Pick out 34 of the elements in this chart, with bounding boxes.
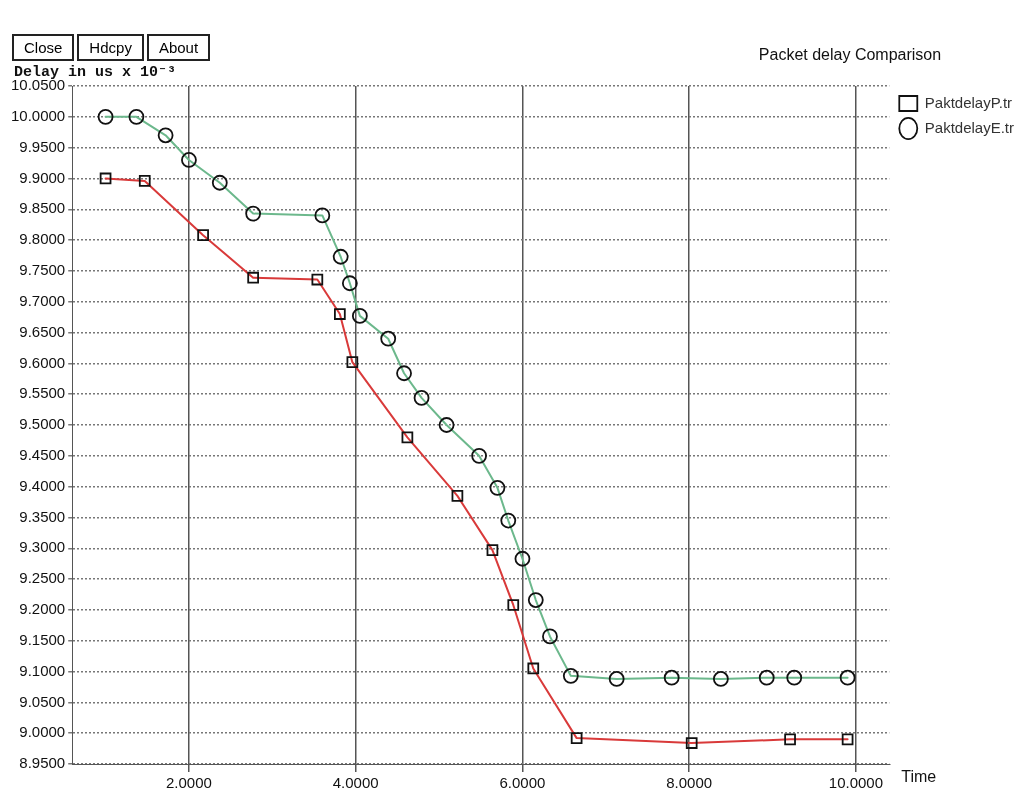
y-tick-label: 9.2500 xyxy=(19,569,66,587)
chart-title: Packet delay Comparison xyxy=(758,46,942,63)
y-tick-label: 9.9000 xyxy=(19,168,66,186)
y-tick-label: 9.6000 xyxy=(19,353,66,371)
y-tick-label: 9.6500 xyxy=(19,322,66,340)
y-tick-label: 9.7500 xyxy=(19,261,66,279)
y-tick-label: 9.3500 xyxy=(19,507,66,525)
y-tick-label: 9.1500 xyxy=(19,630,66,648)
x-tick-label: 2.0000 xyxy=(166,774,212,792)
y-tick-label: 9.5000 xyxy=(19,415,66,433)
y-tick-label: 8.9500 xyxy=(19,754,66,772)
y-tick-label: 10.0000 xyxy=(10,106,66,124)
legend-label: PaktdelayE.tr xyxy=(924,118,1015,136)
y-tick-label: 9.8500 xyxy=(19,199,66,217)
legend-label: PaktdelayP.tr xyxy=(924,93,1013,111)
text: Close xyxy=(12,34,75,61)
x-axis-title: Time xyxy=(901,768,937,786)
x-tick-label: 6.0000 xyxy=(499,774,546,792)
y-tick-label: 9.1000 xyxy=(19,661,66,679)
text: About xyxy=(146,34,211,61)
y-tick-label: 9.4000 xyxy=(19,476,66,494)
x-tick-label: 4.0000 xyxy=(332,774,379,792)
x-tick-label: 10.0000 xyxy=(828,774,884,792)
y-tick-label: 9.0500 xyxy=(19,692,66,710)
y-tick-label: 9.4500 xyxy=(19,445,66,463)
y-tick-label: 9.5500 xyxy=(19,384,66,402)
y-tick-label: 9.2000 xyxy=(19,600,66,618)
y-tick-label: 9.9500 xyxy=(19,137,66,155)
y-tick-label: 9.3000 xyxy=(19,538,66,556)
y-tick-label: 9.8000 xyxy=(19,230,66,248)
x-tick-label: 8.0000 xyxy=(666,774,713,792)
y-tick-label: 9.7000 xyxy=(19,291,66,309)
text: Hdcpy xyxy=(77,34,144,61)
y-tick-label: 9.0000 xyxy=(19,723,66,741)
